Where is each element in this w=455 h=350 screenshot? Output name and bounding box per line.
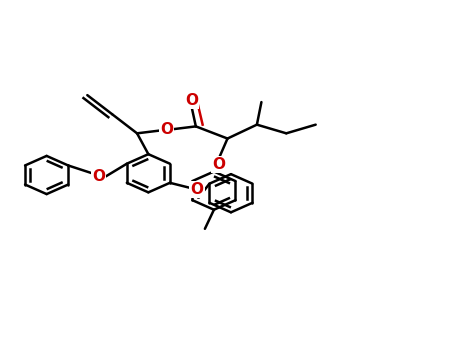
Text: O: O: [92, 169, 105, 184]
Text: O: O: [212, 157, 225, 172]
Text: O: O: [160, 122, 173, 137]
Text: O: O: [185, 93, 198, 108]
Text: O: O: [191, 182, 203, 197]
